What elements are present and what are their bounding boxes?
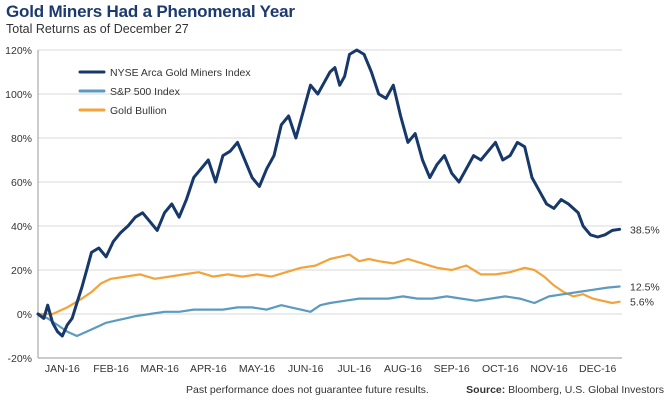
y-tick-label: 100% <box>5 89 32 101</box>
series-end-label: 12.5% <box>630 282 660 294</box>
y-tick-label: 40% <box>11 221 32 233</box>
x-tick-label: MAY-16 <box>239 363 275 375</box>
x-tick-label: AUG-16 <box>384 363 422 375</box>
chart-title: Gold Miners Had a Phenomenal Year <box>6 2 295 21</box>
x-tick-label: JAN-16 <box>45 363 80 375</box>
legend-label: NYSE Arca Gold Miners Index <box>110 67 251 79</box>
y-axis-ticks: -20% 0% 20% 40% 60% 80% 100% 120% <box>5 45 32 365</box>
series-line <box>36 253 621 316</box>
series-end-label: 38.5% <box>630 224 660 236</box>
y-tick-label: 60% <box>11 177 32 189</box>
source-label: Source: <box>466 384 506 396</box>
x-tick-label: FEB-16 <box>93 363 129 375</box>
source-text: Bloomberg, U.S. Global Investors <box>505 384 664 396</box>
x-tick-label: NOV-16 <box>530 363 568 375</box>
gridlines <box>37 49 622 359</box>
y-tick-label: 20% <box>11 265 32 277</box>
x-tick-label: DEC-16 <box>579 363 617 375</box>
series-lines <box>36 48 622 338</box>
y-tick-label: -20% <box>7 353 32 365</box>
end-labels: 38.5% 12.5% 5.6% <box>630 224 660 308</box>
legend: NYSE Arca Gold Miners Index S&P 500 Index… <box>78 67 251 117</box>
y-tick-label: 80% <box>11 133 32 145</box>
y-tick-label: 120% <box>5 45 32 57</box>
series-end-label: 5.6% <box>630 297 654 309</box>
series-line <box>36 48 622 338</box>
x-tick-label: OCT-16 <box>482 363 519 375</box>
x-tick-label: MAR-16 <box>140 363 179 375</box>
x-tick-label: SEP-16 <box>434 363 470 375</box>
y-tick-label: 0% <box>17 309 32 321</box>
x-axis-ticks: JAN-16 FEB-16 MAR-16 APR-16 MAY-16 JUN-16 JUL-… <box>45 363 617 375</box>
legend-label: Gold Bullion <box>110 105 167 117</box>
x-tick-label: APR-16 <box>190 363 227 375</box>
chart-subtitle: Total Returns as of December 27 <box>6 22 189 36</box>
x-tick-label: JUL-16 <box>337 363 371 375</box>
series-line <box>36 285 621 338</box>
x-tick-label: JUN-16 <box>288 363 324 375</box>
source-note: Source: Bloomberg, U.S. Global Investors <box>466 384 664 396</box>
legend-label: S&P 500 Index <box>110 86 181 98</box>
disclaimer-note: Past performance does not guarantee futu… <box>186 384 429 396</box>
